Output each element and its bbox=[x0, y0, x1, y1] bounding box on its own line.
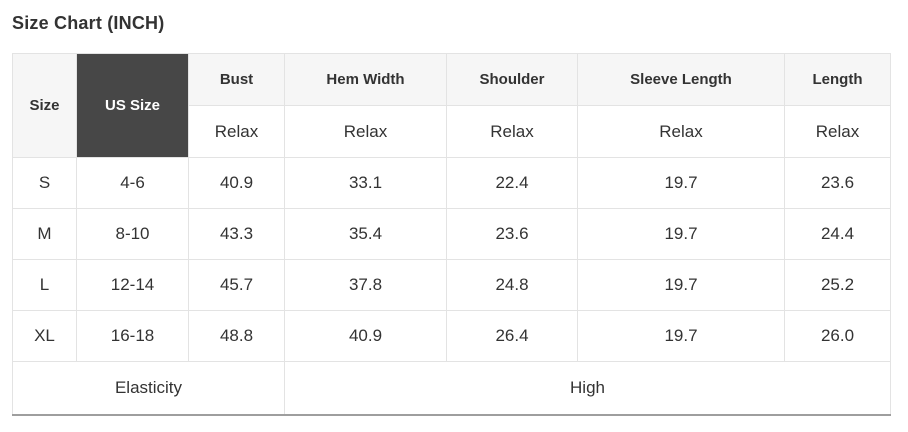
value-cell-shoulder: 23.6 bbox=[446, 208, 578, 260]
value-cell-bust: 45.7 bbox=[188, 259, 285, 311]
value-cell-hem-width: 40.9 bbox=[284, 310, 447, 362]
size-cell: L bbox=[12, 259, 77, 311]
value-cell-length: 25.2 bbox=[784, 259, 891, 311]
column-header-sleeve-length: Sleeve Length bbox=[577, 53, 785, 106]
header-row-relax: Relax Relax Relax Relax Relax bbox=[13, 105, 891, 158]
size-chart-table: Size US Size Bust Hem Width Shoulder Sle… bbox=[12, 53, 891, 416]
value-cell-hem-width: 35.4 bbox=[284, 208, 447, 260]
value-cell-length: 26.0 bbox=[784, 310, 891, 362]
value-cell-sleeve-length: 19.7 bbox=[577, 310, 785, 362]
relax-subheader-bust: Relax bbox=[188, 105, 285, 158]
elasticity-label-cell: Elasticity bbox=[12, 361, 285, 415]
size-cell: XL bbox=[12, 310, 77, 362]
value-cell-shoulder: 26.4 bbox=[446, 310, 578, 362]
table-row-size-l: L 12-14 45.7 37.8 24.8 19.7 25.2 bbox=[12, 259, 891, 311]
size-cell: S bbox=[12, 157, 77, 209]
value-cell-shoulder: 22.4 bbox=[446, 157, 578, 209]
us-size-cell: 12-14 bbox=[76, 259, 189, 311]
us-size-cell: 4-6 bbox=[76, 157, 189, 209]
header-row-measures: Size US Size Bust Hem Width Shoulder Sle… bbox=[12, 53, 891, 158]
table-row-size-m: M 8-10 43.3 35.4 23.6 19.7 24.4 bbox=[12, 208, 891, 260]
corner-us-size-header: US Size bbox=[76, 53, 189, 158]
value-cell-sleeve-length: 19.7 bbox=[577, 157, 785, 209]
elasticity-value-cell: High bbox=[284, 361, 891, 415]
value-cell-length: 24.4 bbox=[784, 208, 891, 260]
column-header-shoulder: Shoulder bbox=[446, 53, 578, 106]
value-cell-hem-width: 37.8 bbox=[284, 259, 447, 311]
value-cell-length: 23.6 bbox=[784, 157, 891, 209]
relax-subheader-length: Relax bbox=[784, 105, 891, 158]
table-row-size-xl: XL 16-18 48.8 40.9 26.4 19.7 26.0 bbox=[12, 310, 891, 362]
relax-subheader-shoulder: Relax bbox=[446, 105, 578, 158]
size-cell: M bbox=[12, 208, 77, 260]
column-header-length: Length bbox=[784, 53, 891, 106]
page-title: Size Chart (INCH) bbox=[12, 13, 165, 33]
column-header-hem-width: Hem Width bbox=[284, 53, 447, 106]
table-row-size-s: S 4-6 40.9 33.1 22.4 19.7 23.6 bbox=[12, 157, 891, 209]
value-cell-sleeve-length: 19.7 bbox=[577, 208, 785, 260]
column-header-bust: Bust bbox=[188, 53, 285, 106]
value-cell-shoulder: 24.8 bbox=[446, 259, 578, 311]
value-cell-bust: 48.8 bbox=[188, 310, 285, 362]
relax-subheader-sleeve-length: Relax bbox=[577, 105, 785, 158]
value-cell-sleeve-length: 19.7 bbox=[577, 259, 785, 311]
value-cell-hem-width: 33.1 bbox=[284, 157, 447, 209]
corner-size-header: Size bbox=[12, 53, 77, 158]
us-size-cell: 8-10 bbox=[76, 208, 189, 260]
value-cell-bust: 43.3 bbox=[188, 208, 285, 260]
elasticity-row: Elasticity High bbox=[12, 361, 891, 415]
value-cell-bust: 40.9 bbox=[188, 157, 285, 209]
us-size-cell: 16-18 bbox=[76, 310, 189, 362]
relax-subheader-hem-width: Relax bbox=[284, 105, 447, 158]
